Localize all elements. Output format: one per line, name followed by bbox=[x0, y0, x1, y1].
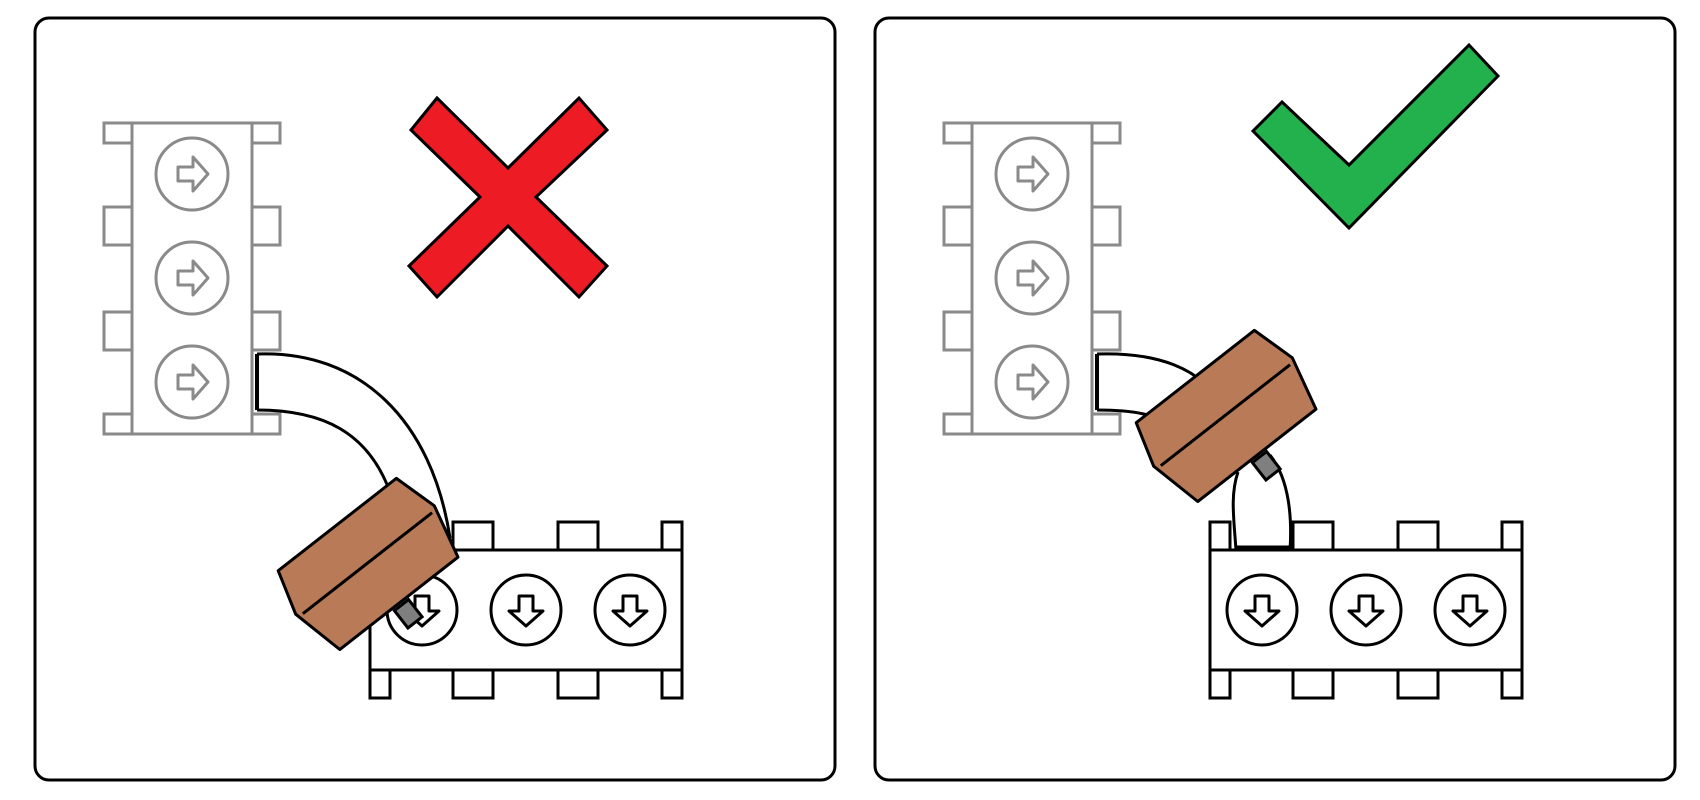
vertical-module-grey bbox=[102, 121, 282, 436]
bent-pipe bbox=[255, 352, 452, 539]
horizontal-module bbox=[1208, 520, 1524, 700]
panel-incorrect bbox=[33, 16, 837, 782]
brown-block-icon bbox=[276, 476, 460, 652]
brown-block-icon bbox=[1134, 328, 1318, 504]
cross-icon bbox=[406, 95, 610, 300]
check-icon bbox=[1250, 42, 1501, 231]
panel-correct bbox=[873, 16, 1677, 782]
vertical-module-grey bbox=[942, 121, 1122, 436]
